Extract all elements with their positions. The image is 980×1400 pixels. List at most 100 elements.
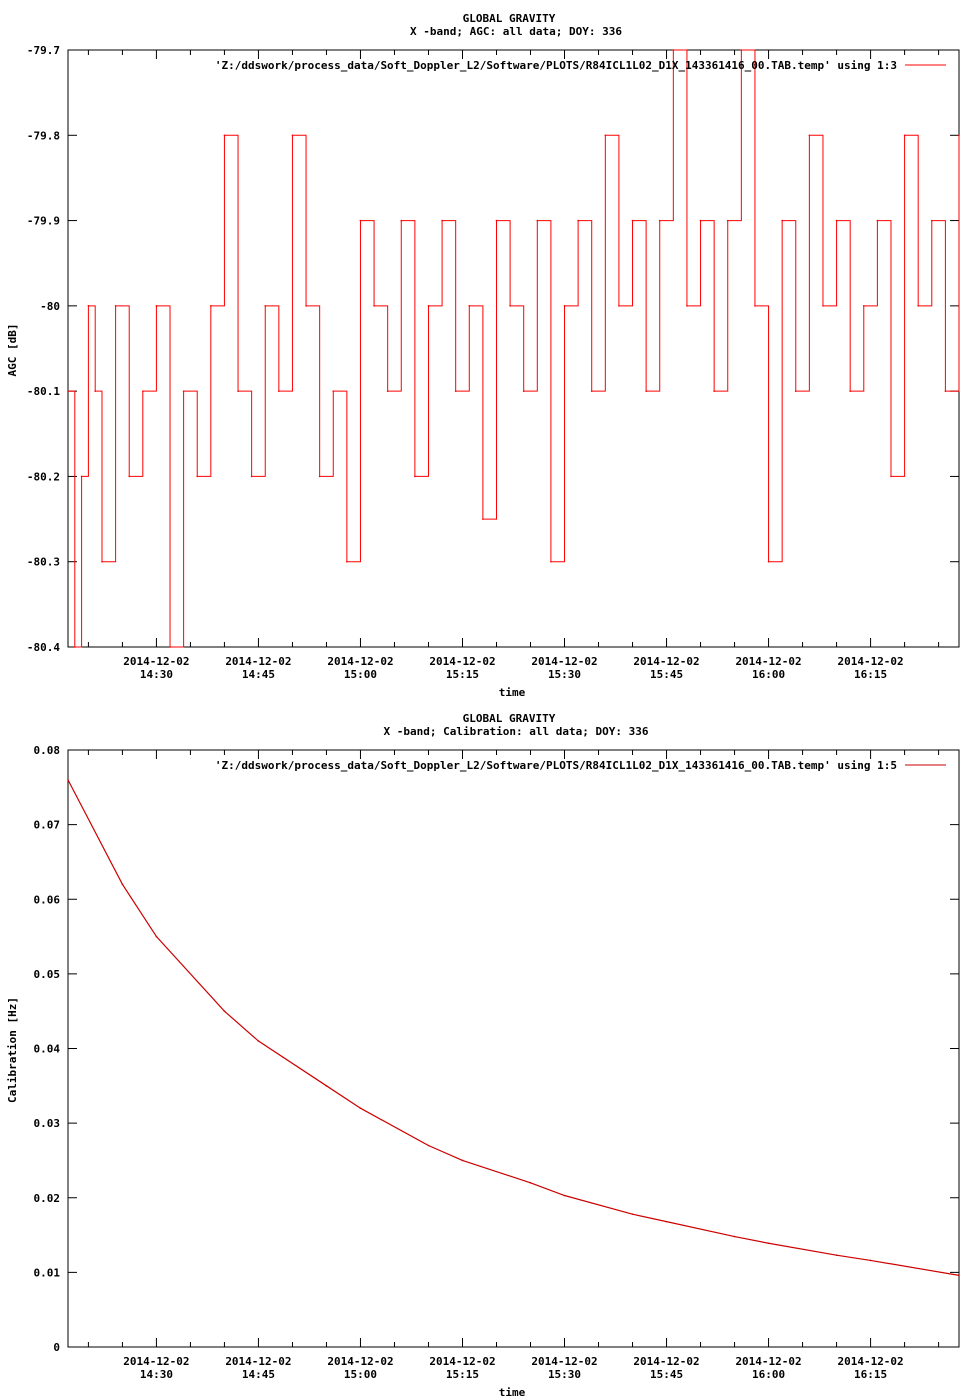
x-tick-label-time: 15:15 bbox=[446, 668, 479, 681]
data-point bbox=[509, 305, 511, 307]
plot-frame bbox=[67, 49, 960, 648]
data-point bbox=[94, 390, 97, 392]
data-point bbox=[264, 305, 267, 307]
data-point bbox=[80, 475, 83, 478]
data-point bbox=[250, 475, 253, 478]
data-point bbox=[182, 390, 185, 392]
y-tick-label: -79.7 bbox=[27, 44, 60, 57]
data-point bbox=[468, 305, 471, 307]
x-tick-label-time: 15:45 bbox=[650, 1368, 683, 1381]
data-point bbox=[257, 1040, 260, 1042]
y-tick-label: 0.02 bbox=[34, 1192, 61, 1205]
data-point bbox=[713, 390, 715, 392]
x-tick-label-date: 2014-12-02 bbox=[123, 1355, 189, 1368]
data-point bbox=[631, 1213, 634, 1215]
y-axis-label: AGC [dB] bbox=[6, 324, 19, 377]
y-tick-label: -79.9 bbox=[27, 215, 60, 228]
data-point bbox=[495, 219, 498, 222]
x-tick-label-time: 15:00 bbox=[344, 1368, 377, 1381]
x-tick-label-date: 2014-12-02 bbox=[735, 655, 801, 668]
x-tick-label-date: 2014-12-02 bbox=[225, 1355, 291, 1368]
data-point bbox=[332, 390, 335, 392]
calibration-chart: GLOBAL GRAVITY X -band; Calibration: all… bbox=[6, 712, 960, 1399]
x-axis-label: time bbox=[499, 1386, 526, 1399]
x-tick-label-date: 2014-12-02 bbox=[735, 1355, 801, 1368]
data-point bbox=[196, 475, 199, 478]
x-tick-label-time: 16:15 bbox=[854, 668, 887, 681]
data-point bbox=[454, 390, 457, 392]
x-tick-label-time: 15:00 bbox=[344, 668, 377, 681]
x-axis-label: time bbox=[499, 686, 526, 699]
data-point bbox=[631, 219, 634, 222]
data-point bbox=[577, 219, 579, 222]
data-point bbox=[699, 219, 702, 222]
x-tick-label-date: 2014-12-02 bbox=[837, 655, 903, 668]
y-tick-label: 0.04 bbox=[34, 1043, 61, 1056]
x-tick-label-date: 2014-12-02 bbox=[531, 655, 597, 668]
data-point bbox=[400, 219, 403, 222]
data-point bbox=[903, 134, 906, 137]
data-point bbox=[808, 134, 811, 137]
data-point bbox=[278, 390, 280, 392]
data-point bbox=[754, 305, 756, 307]
x-tick-label-date: 2014-12-02 bbox=[327, 655, 393, 668]
data-point bbox=[291, 134, 294, 137]
data-point bbox=[142, 390, 144, 392]
data-point bbox=[733, 1235, 736, 1238]
series-line bbox=[67, 779, 960, 1276]
data-point bbox=[169, 646, 171, 648]
data-point bbox=[835, 219, 838, 222]
data-point bbox=[767, 1242, 770, 1245]
x-tick-label-time: 15:30 bbox=[548, 1368, 581, 1381]
y-tick-label: -80.1 bbox=[27, 385, 60, 398]
plot-frame bbox=[67, 749, 960, 1348]
x-tick-label-time: 15:30 bbox=[548, 668, 581, 681]
x-tick-label-time: 14:45 bbox=[242, 668, 275, 681]
x-tick-label-time: 14:30 bbox=[140, 668, 173, 681]
data-point bbox=[618, 305, 620, 307]
data-point bbox=[482, 518, 484, 520]
data-point bbox=[346, 560, 348, 563]
data-point bbox=[223, 134, 226, 137]
data-point bbox=[155, 935, 158, 938]
data-point bbox=[781, 219, 783, 222]
data-point bbox=[645, 390, 647, 392]
data-point bbox=[318, 475, 321, 478]
data-point bbox=[359, 219, 362, 222]
x-tick-label-date: 2014-12-02 bbox=[123, 655, 189, 668]
data-point bbox=[522, 390, 525, 392]
chart-title: GLOBAL GRAVITY bbox=[463, 12, 556, 25]
data-point bbox=[822, 305, 824, 307]
data-point bbox=[74, 646, 76, 648]
x-tick-label-time: 14:30 bbox=[140, 1368, 173, 1381]
data-point bbox=[876, 219, 879, 222]
y-tick-label: -80.4 bbox=[27, 641, 60, 654]
data-point bbox=[67, 390, 69, 392]
data-point bbox=[665, 1220, 668, 1223]
series-line bbox=[68, 49, 960, 648]
data-point bbox=[427, 305, 430, 307]
legend-label: 'Z:/ddswork/process_data/Soft_Doppler_L2… bbox=[215, 59, 897, 72]
data-point bbox=[726, 219, 729, 222]
data-point bbox=[672, 49, 675, 51]
data-point bbox=[869, 1259, 872, 1262]
x-tick-label-time: 15:15 bbox=[446, 1368, 479, 1381]
y-tick-label: -80.3 bbox=[27, 556, 60, 569]
x-tick-label-time: 16:00 bbox=[752, 668, 785, 681]
data-point bbox=[414, 475, 416, 478]
data-point bbox=[958, 134, 960, 137]
data-point bbox=[67, 779, 69, 781]
x-tick-label-date: 2014-12-02 bbox=[429, 1355, 495, 1368]
y-tick-label: -79.8 bbox=[27, 129, 60, 142]
data-point bbox=[944, 390, 947, 392]
data-point bbox=[359, 1107, 362, 1109]
data-point bbox=[740, 49, 743, 51]
data-point bbox=[849, 390, 851, 392]
y-tick-label: -80 bbox=[40, 300, 60, 313]
chart-subtitle: X -band; AGC: all data; DOY: 336 bbox=[410, 25, 622, 38]
data-point bbox=[835, 1254, 838, 1257]
data-point bbox=[441, 219, 443, 222]
y-tick-label: 0.08 bbox=[34, 744, 61, 757]
data-point bbox=[121, 883, 124, 886]
data-point bbox=[563, 305, 566, 307]
